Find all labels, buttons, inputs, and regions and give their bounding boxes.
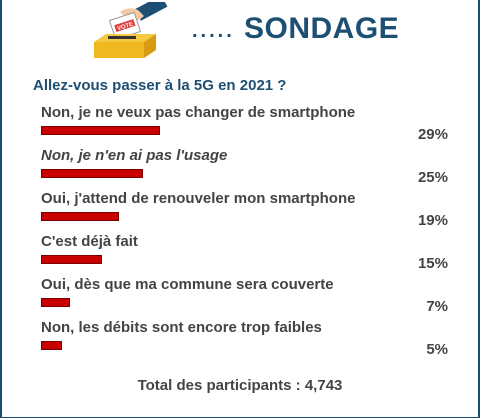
- poll-option[interactable]: Non, je n'en ai pas l'usage 25%: [41, 147, 461, 190]
- option-percent: 15%: [417, 255, 448, 272]
- option-percent: 19%: [417, 212, 448, 229]
- ballot-box-vote-icon: VOTE: [94, 2, 168, 58]
- option-bar: [41, 341, 62, 350]
- total-participants: Total des participants : 4,743: [137, 377, 343, 394]
- option-label: C'est déjà fait: [41, 233, 138, 250]
- option-percent: 25%: [417, 169, 448, 186]
- option-bar: [41, 298, 70, 307]
- option-label: Oui, dès que ma commune sera couverte: [41, 276, 334, 293]
- option-bar: [41, 255, 102, 264]
- option-label: Non, je ne veux pas changer de smartphon…: [41, 104, 356, 121]
- page-title: SONDAGE: [244, 12, 400, 45]
- option-bar: [41, 169, 143, 178]
- header-dots: .....: [192, 20, 235, 42]
- poll-option[interactable]: Non, je ne veux pas changer de smartphon…: [41, 104, 461, 147]
- option-percent: 7%: [426, 298, 448, 315]
- option-bar: [41, 212, 119, 221]
- poll-option[interactable]: C'est déjà fait 15%: [41, 233, 461, 276]
- poll-option[interactable]: Oui, j'attend de renouveler mon smartpho…: [41, 190, 461, 233]
- option-percent: 29%: [417, 126, 448, 143]
- poll-option[interactable]: Oui, dès que ma commune sera couverte 7%: [41, 276, 461, 319]
- option-label: Oui, j'attend de renouveler mon smartpho…: [41, 190, 356, 207]
- option-percent: 5%: [426, 341, 448, 358]
- poll-option[interactable]: Non, les débits sont encore trop faibles…: [41, 319, 461, 362]
- option-bar: [41, 126, 160, 135]
- option-label: Non, je n'en ai pas l'usage: [41, 147, 228, 164]
- poll-question: Allez-vous passer à la 5G en 2021 ?: [33, 77, 287, 94]
- vote-label: VOTE: [117, 22, 134, 33]
- option-label: Non, les débits sont encore trop faibles: [41, 319, 322, 336]
- poll-header: VOTE ..... SONDAGE: [0, 0, 480, 70]
